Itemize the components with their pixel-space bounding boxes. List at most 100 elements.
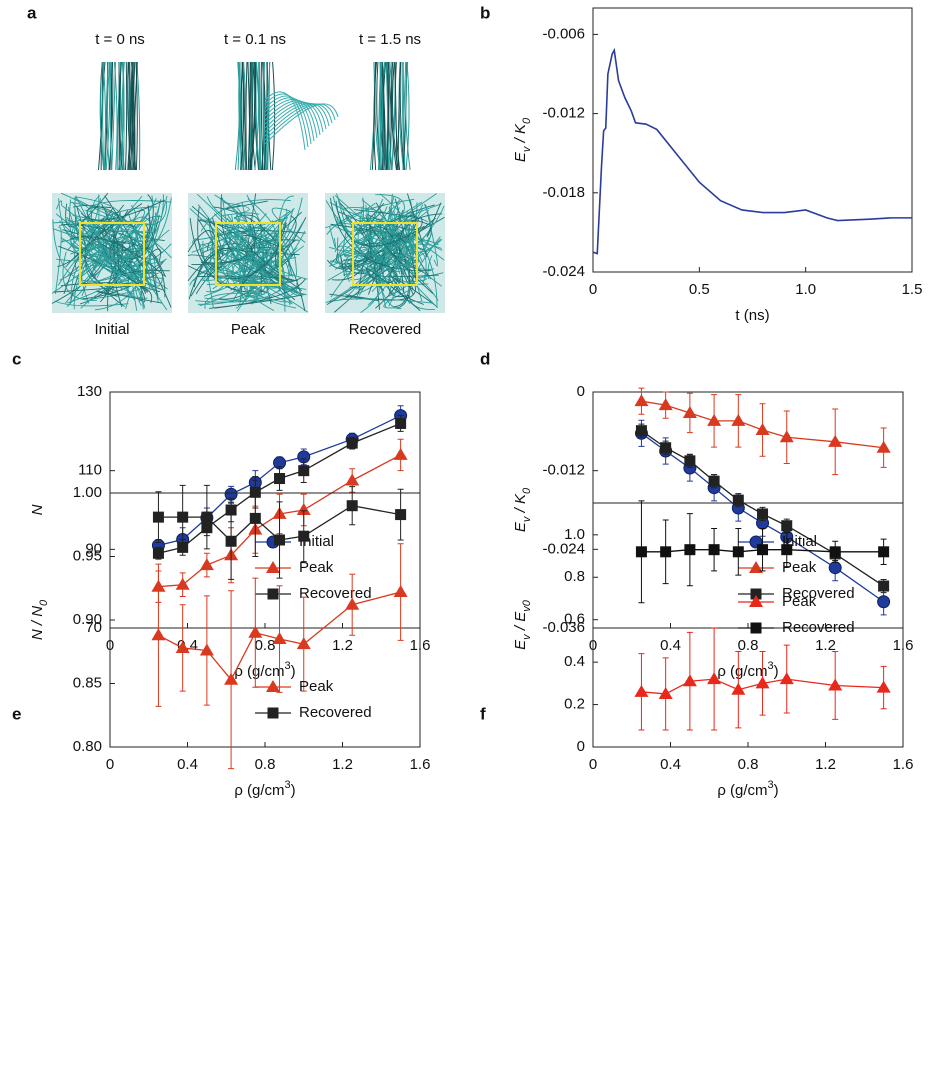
legend-label: Recovered <box>299 585 372 602</box>
panel-letter: b <box>480 3 490 22</box>
marker <box>781 544 792 555</box>
x-tick-label: 1.2 <box>332 756 353 773</box>
label-part: / E <box>512 611 529 635</box>
y-axis-label: Ev / K0 <box>512 487 533 532</box>
x-tick-label: 1.2 <box>332 637 353 654</box>
marker <box>731 414 745 426</box>
x-tick-label: 0.8 <box>255 756 276 773</box>
label-part: ρ (g/cm <box>234 782 284 799</box>
marker <box>200 558 214 570</box>
label-part: 0 <box>521 487 533 494</box>
y-tick-label: 130 <box>77 383 102 400</box>
y-axis-label: N / N0 <box>29 599 50 640</box>
panel-letter: f <box>480 704 486 723</box>
marker <box>153 548 164 559</box>
label-part: / K <box>512 493 529 517</box>
marker <box>394 448 408 460</box>
y-tick-label: 0.80 <box>73 738 102 755</box>
legend-label: Recovered <box>299 704 372 721</box>
label-part: ) <box>774 782 779 799</box>
x-axis-label: ρ (g/cm3) <box>234 660 295 680</box>
time-label: t = 1.5 ns <box>359 31 421 48</box>
y-tick-label: 0.6 <box>564 611 585 628</box>
y-tick-label: 0.85 <box>73 674 102 691</box>
y-tick-label: -0.024 <box>542 540 585 557</box>
y-tick-label: -0.018 <box>542 184 585 201</box>
panel-letter: e <box>12 704 21 723</box>
marker <box>636 425 647 436</box>
panel-letter: d <box>480 349 490 368</box>
marker <box>226 536 237 547</box>
x-tick-label: 1.0 <box>795 281 816 298</box>
x-tick-label: 1.2 <box>815 756 836 773</box>
x-tick-label: 0 <box>589 756 597 773</box>
y-tick-label: 1.00 <box>73 484 102 501</box>
legend-marker <box>751 623 762 634</box>
state-label: Initial <box>94 321 129 338</box>
marker <box>395 418 406 429</box>
y-tick-label: -0.024 <box>542 263 585 280</box>
label-part: ρ (g/cm <box>717 782 767 799</box>
label-part: N <box>29 504 46 515</box>
x-axis-label: ρ (g/cm3) <box>717 779 778 799</box>
legend-marker <box>266 680 280 692</box>
x-tick-label: 0.5 <box>689 281 710 298</box>
x-axis-label: ρ (g/cm3) <box>234 779 295 799</box>
x-tick-label: 0.4 <box>177 756 198 773</box>
label-part: v0 <box>521 599 533 612</box>
x-axis-label: t (ns) <box>735 307 769 324</box>
marker <box>347 500 358 511</box>
y-tick-label: -0.012 <box>542 462 585 479</box>
marker <box>634 394 648 406</box>
marker <box>634 685 648 697</box>
x-tick-label: 0 <box>589 281 597 298</box>
marker <box>709 544 720 555</box>
x-tick-label: 1.5 <box>902 281 923 298</box>
marker <box>684 455 695 466</box>
marker <box>153 512 164 523</box>
y-tick-label: 0.90 <box>73 611 102 628</box>
x-axis-label: ρ (g/cm3) <box>717 660 778 680</box>
y-tick-label: 0.95 <box>73 547 102 564</box>
label-part: N / N <box>29 606 46 640</box>
marker <box>274 473 285 484</box>
marker <box>177 512 188 523</box>
legend-marker <box>268 708 279 719</box>
marker <box>733 495 744 506</box>
marker <box>274 534 285 545</box>
plot-frame <box>110 493 420 747</box>
marker <box>151 628 165 640</box>
marker <box>830 546 841 557</box>
x-tick-label: 0.4 <box>660 756 681 773</box>
label-part: ) <box>291 782 296 799</box>
label-part: ) <box>291 663 296 680</box>
legend-label: Peak <box>299 678 334 695</box>
state-label: Recovered <box>349 321 422 338</box>
legend-marker <box>268 589 279 600</box>
marker <box>878 596 890 608</box>
fiber-images <box>52 62 445 313</box>
y-tick-label: 0 <box>577 383 585 400</box>
x-tick-label: 0.8 <box>255 637 276 654</box>
label-part: / K <box>512 123 529 147</box>
panel-letter: a <box>27 3 37 22</box>
fiber <box>246 62 247 170</box>
y-axis-label: N <box>29 504 46 515</box>
marker <box>757 544 768 555</box>
y-tick-label: 0.4 <box>564 653 585 670</box>
time-label: t = 0 ns <box>95 31 145 48</box>
y-tick-label: -0.006 <box>542 25 585 42</box>
x-tick-label: 1.6 <box>893 756 914 773</box>
x-tick-label: 0.8 <box>738 756 759 773</box>
label-part: ) <box>774 663 779 680</box>
marker <box>660 546 671 557</box>
y-tick-label: 0.8 <box>564 568 585 585</box>
label-part: ρ (g/cm <box>234 663 284 680</box>
marker <box>201 512 212 523</box>
x-tick-label: 1.6 <box>410 756 431 773</box>
panel-letter: c <box>12 349 21 368</box>
marker <box>345 474 359 486</box>
marker <box>250 513 261 524</box>
label-part: ρ (g/cm <box>717 663 767 680</box>
x-tick-label: 0 <box>106 756 114 773</box>
